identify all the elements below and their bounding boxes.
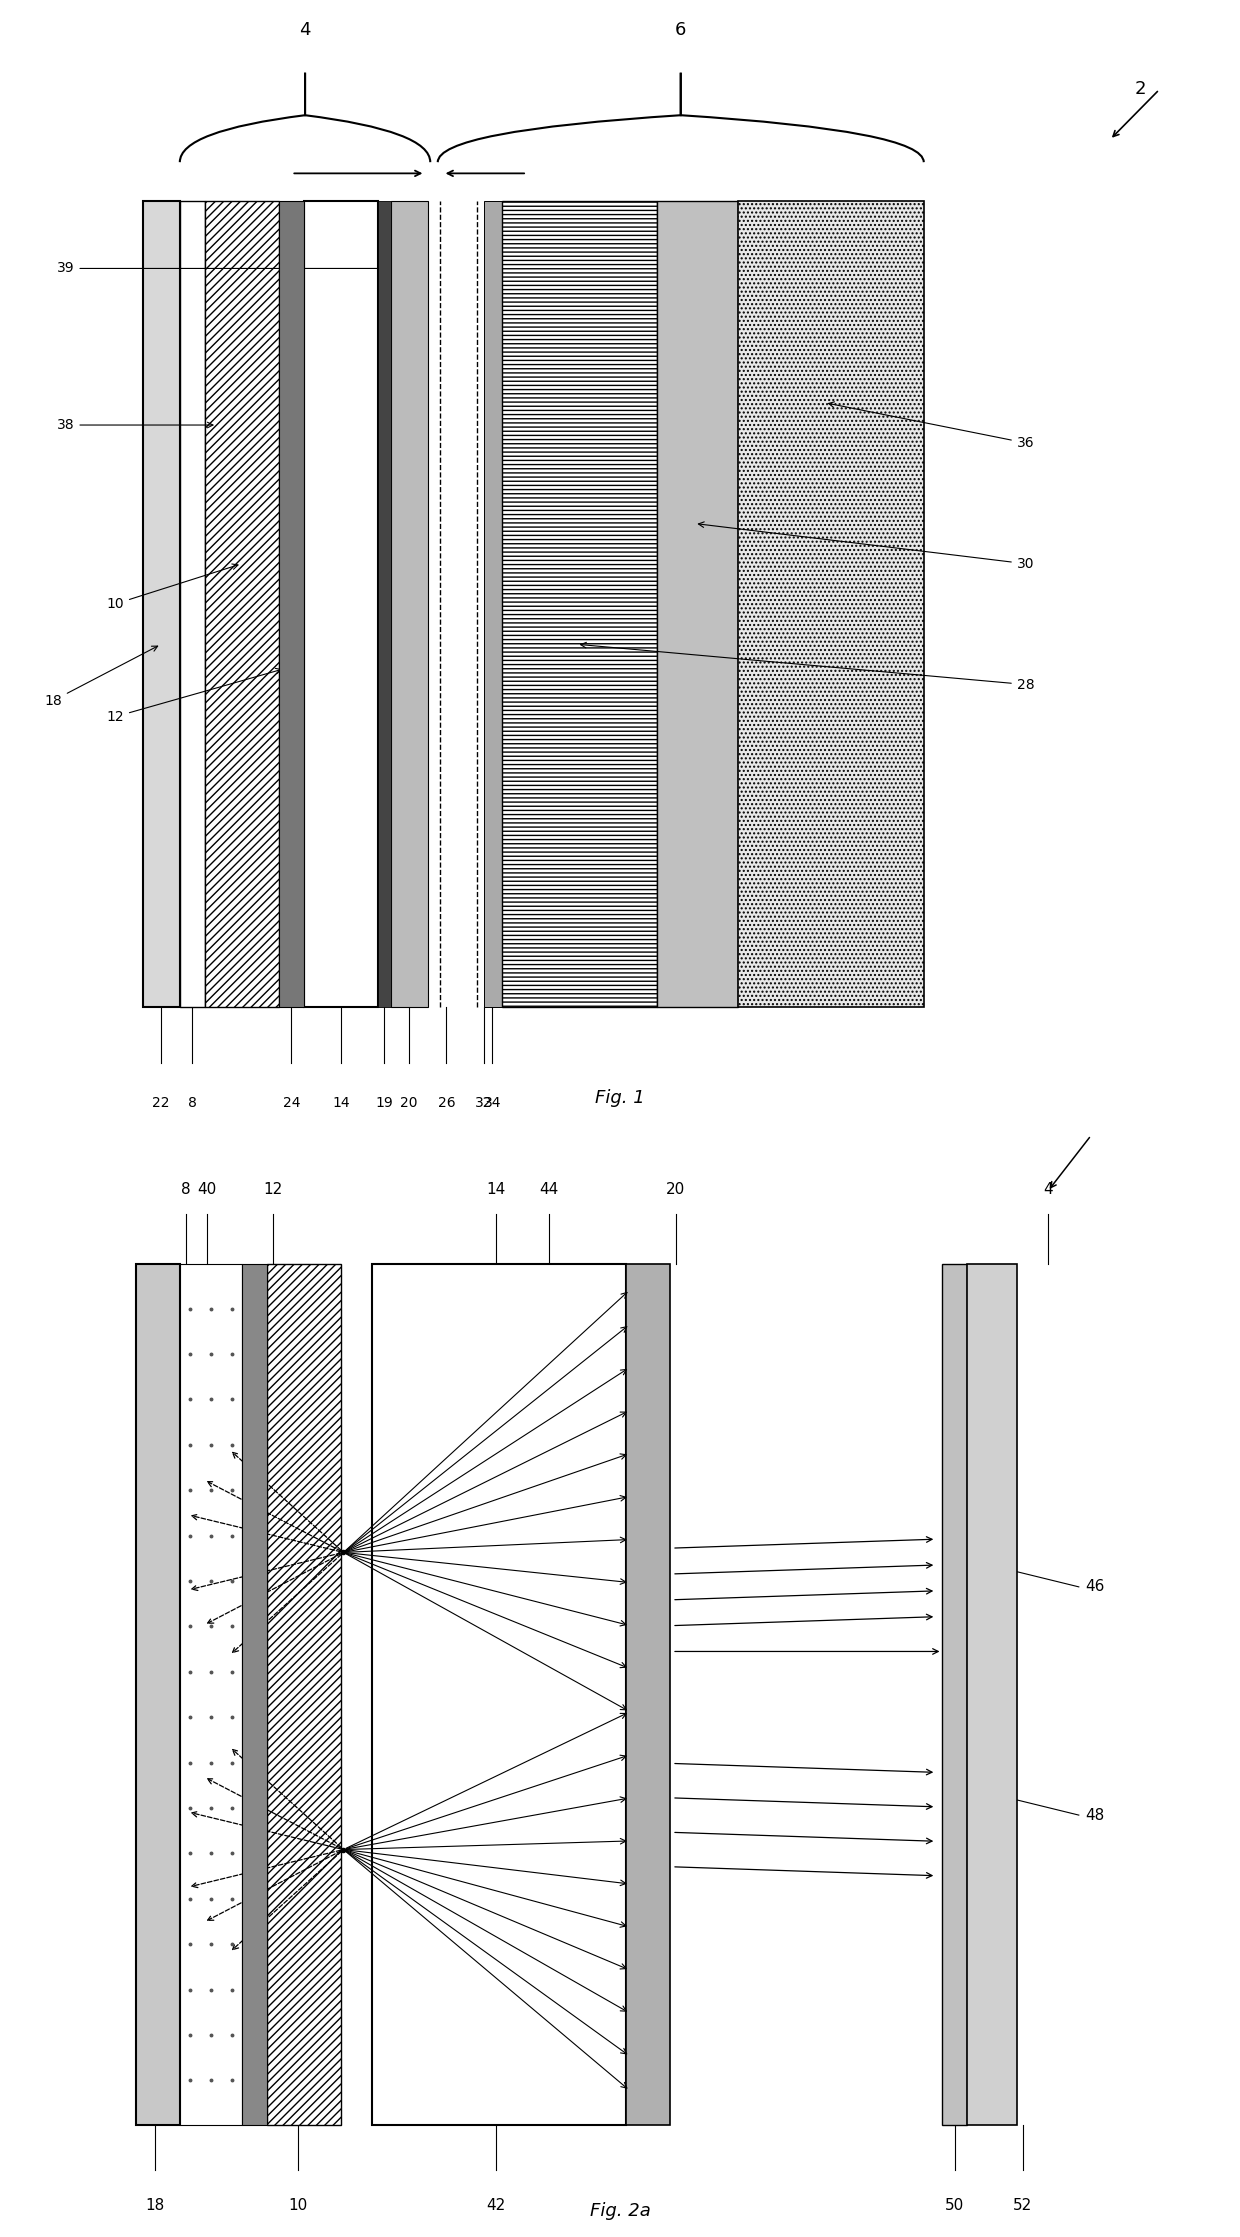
Text: 6: 6 (675, 20, 687, 38)
Text: 18: 18 (145, 2197, 165, 2212)
Bar (626, 1264, 670, 2125)
Bar (967, 1264, 1017, 2125)
Bar (657, 201, 738, 1007)
Text: 52: 52 (1013, 2197, 1033, 2212)
Text: 22: 22 (153, 1096, 170, 1110)
Text: 4: 4 (1043, 1181, 1053, 1197)
Text: 44: 44 (539, 1181, 558, 1197)
Text: 48: 48 (1085, 1807, 1105, 1823)
Bar (242, 1264, 267, 2125)
Bar (738, 201, 924, 1007)
Text: 14: 14 (332, 1096, 350, 1110)
Text: Fig. 1: Fig. 1 (595, 1089, 645, 1107)
Text: 4: 4 (299, 20, 311, 38)
Text: 34: 34 (484, 1096, 501, 1110)
Text: 10: 10 (107, 564, 238, 611)
Bar (942, 1264, 967, 2125)
Bar (279, 201, 304, 1007)
Bar (484, 201, 502, 1007)
Text: Fig. 2a: Fig. 2a (590, 2201, 650, 2219)
Text: 46: 46 (1085, 1579, 1105, 1595)
Text: 28: 28 (580, 642, 1034, 691)
Text: 10: 10 (288, 2197, 308, 2212)
Bar (267, 1264, 341, 2125)
Text: 14: 14 (486, 1181, 506, 1197)
Text: 12: 12 (107, 669, 281, 725)
Text: 20: 20 (401, 1096, 418, 1110)
Text: 38: 38 (57, 418, 213, 432)
Text: 32: 32 (475, 1096, 492, 1110)
Text: 39: 39 (57, 262, 387, 275)
Bar (391, 201, 428, 1007)
Text: 8: 8 (187, 1096, 197, 1110)
Text: 50: 50 (945, 2197, 965, 2212)
Bar (304, 201, 378, 1007)
Text: 42: 42 (486, 2197, 506, 2212)
Bar (180, 201, 205, 1007)
Text: 19: 19 (376, 1096, 393, 1110)
Bar (136, 1264, 180, 2125)
Text: 36: 36 (828, 403, 1034, 450)
Text: 2: 2 (1135, 81, 1147, 98)
Text: 30: 30 (698, 521, 1034, 570)
Text: 18: 18 (45, 646, 157, 707)
Bar (143, 201, 180, 1007)
Bar (180, 1264, 242, 2125)
Bar (205, 201, 279, 1007)
Text: 12: 12 (263, 1181, 283, 1197)
Text: 26: 26 (438, 1096, 455, 1110)
Bar (372, 1264, 626, 2125)
Bar (502, 201, 657, 1007)
Text: 40: 40 (197, 1181, 217, 1197)
Text: 20: 20 (666, 1181, 686, 1197)
Text: 24: 24 (283, 1096, 300, 1110)
Bar (378, 201, 391, 1007)
Text: 8: 8 (181, 1181, 191, 1197)
